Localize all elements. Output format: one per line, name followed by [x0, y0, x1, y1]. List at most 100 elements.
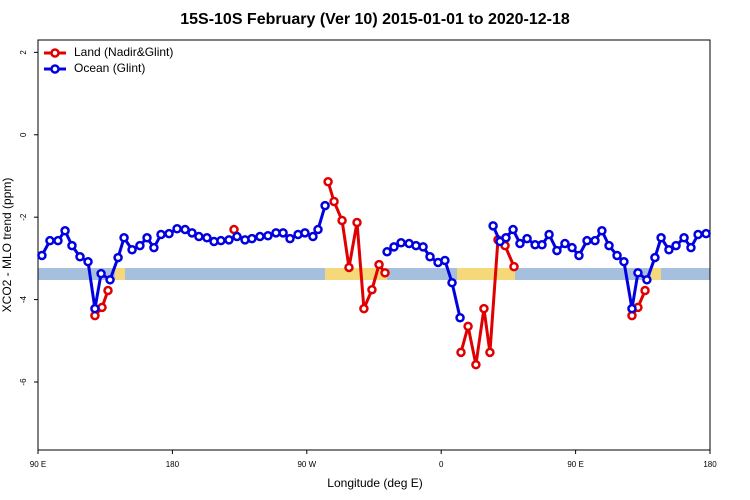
- y-tick-label: 0: [19, 132, 28, 137]
- point: [508, 224, 518, 235]
- point: [501, 233, 511, 243]
- point: [582, 235, 592, 246]
- point: [515, 238, 525, 249]
- y-tick-label: -6: [19, 378, 28, 386]
- legend-label: Ocean (Glint): [74, 61, 145, 75]
- point: [224, 235, 234, 245]
- point: [552, 245, 562, 256]
- point: [232, 231, 242, 242]
- point: [113, 252, 123, 263]
- point: [103, 285, 113, 296]
- point: [447, 277, 457, 288]
- point: [320, 200, 330, 211]
- y-tick-label: -2: [19, 213, 28, 221]
- point: [329, 196, 339, 207]
- x-axis-label: Longitude (deg E): [327, 476, 422, 490]
- point: [202, 233, 212, 243]
- y-axis-label: XCO2 - MLO trend (ppm): [0, 178, 14, 313]
- y-tick-label: -4: [19, 295, 28, 303]
- point: [544, 229, 554, 240]
- point: [367, 284, 377, 295]
- point: [278, 228, 288, 238]
- point: [509, 261, 519, 272]
- point: [216, 235, 226, 246]
- point: [75, 251, 85, 262]
- point: [380, 268, 390, 278]
- legend-marker: [50, 48, 60, 58]
- point: [396, 237, 406, 248]
- point: [425, 251, 435, 262]
- legend-label: Land (Nadir&Glint): [74, 45, 173, 59]
- point: [522, 233, 532, 244]
- point: [642, 275, 652, 285]
- point: [119, 233, 129, 243]
- point: [604, 240, 614, 251]
- point: [96, 268, 106, 279]
- point: [679, 233, 689, 243]
- point: [194, 231, 204, 242]
- point: [90, 303, 100, 314]
- point: [455, 312, 465, 323]
- land-band: [115, 268, 125, 280]
- point: [105, 275, 115, 285]
- point: [619, 256, 629, 267]
- point: [440, 255, 450, 266]
- point: [149, 242, 159, 253]
- point: [323, 176, 333, 187]
- point: [418, 242, 428, 252]
- point: [285, 233, 295, 244]
- point: [313, 224, 323, 235]
- point: [135, 240, 145, 251]
- point: [693, 229, 703, 240]
- land-band: [457, 268, 515, 280]
- point: [463, 321, 473, 332]
- plot-frame: [37, 39, 711, 451]
- point: [479, 303, 489, 314]
- chart-title: 15S-10S February (Ver 10) 2015-01-01 to …: [180, 11, 570, 28]
- point: [633, 268, 643, 278]
- point: [263, 230, 273, 241]
- point: [411, 240, 421, 251]
- point: [352, 217, 362, 228]
- point: [686, 242, 696, 253]
- point: [671, 240, 681, 251]
- point: [359, 303, 369, 314]
- point: [337, 215, 347, 226]
- surface-band: [38, 268, 710, 280]
- x-tick-label: 180: [703, 460, 717, 469]
- x-tick-label: 180: [166, 460, 180, 469]
- point: [172, 223, 182, 234]
- y-tick-label: 2: [19, 50, 28, 55]
- point: [142, 233, 152, 243]
- point: [308, 231, 318, 242]
- point: [60, 226, 70, 236]
- point: [664, 244, 674, 255]
- point: [471, 359, 481, 370]
- point: [187, 228, 197, 238]
- point: [45, 235, 55, 246]
- point: [247, 233, 257, 244]
- point: [37, 250, 47, 261]
- x-tick-label: 0: [439, 460, 444, 469]
- point: [382, 247, 392, 257]
- point: [83, 256, 93, 267]
- point: [127, 244, 137, 255]
- point: [627, 303, 637, 314]
- x-tick-label: 90 E: [30, 460, 46, 469]
- point: [53, 235, 63, 246]
- point: [488, 221, 498, 231]
- point: [255, 231, 265, 242]
- point: [650, 252, 660, 263]
- point: [640, 285, 650, 296]
- point: [485, 347, 495, 358]
- point: [701, 228, 711, 239]
- point: [597, 226, 607, 236]
- point: [567, 242, 577, 253]
- point: [537, 240, 547, 250]
- point: [612, 250, 622, 261]
- point: [156, 229, 166, 240]
- point: [590, 235, 600, 246]
- point: [656, 233, 666, 243]
- point: [97, 302, 107, 313]
